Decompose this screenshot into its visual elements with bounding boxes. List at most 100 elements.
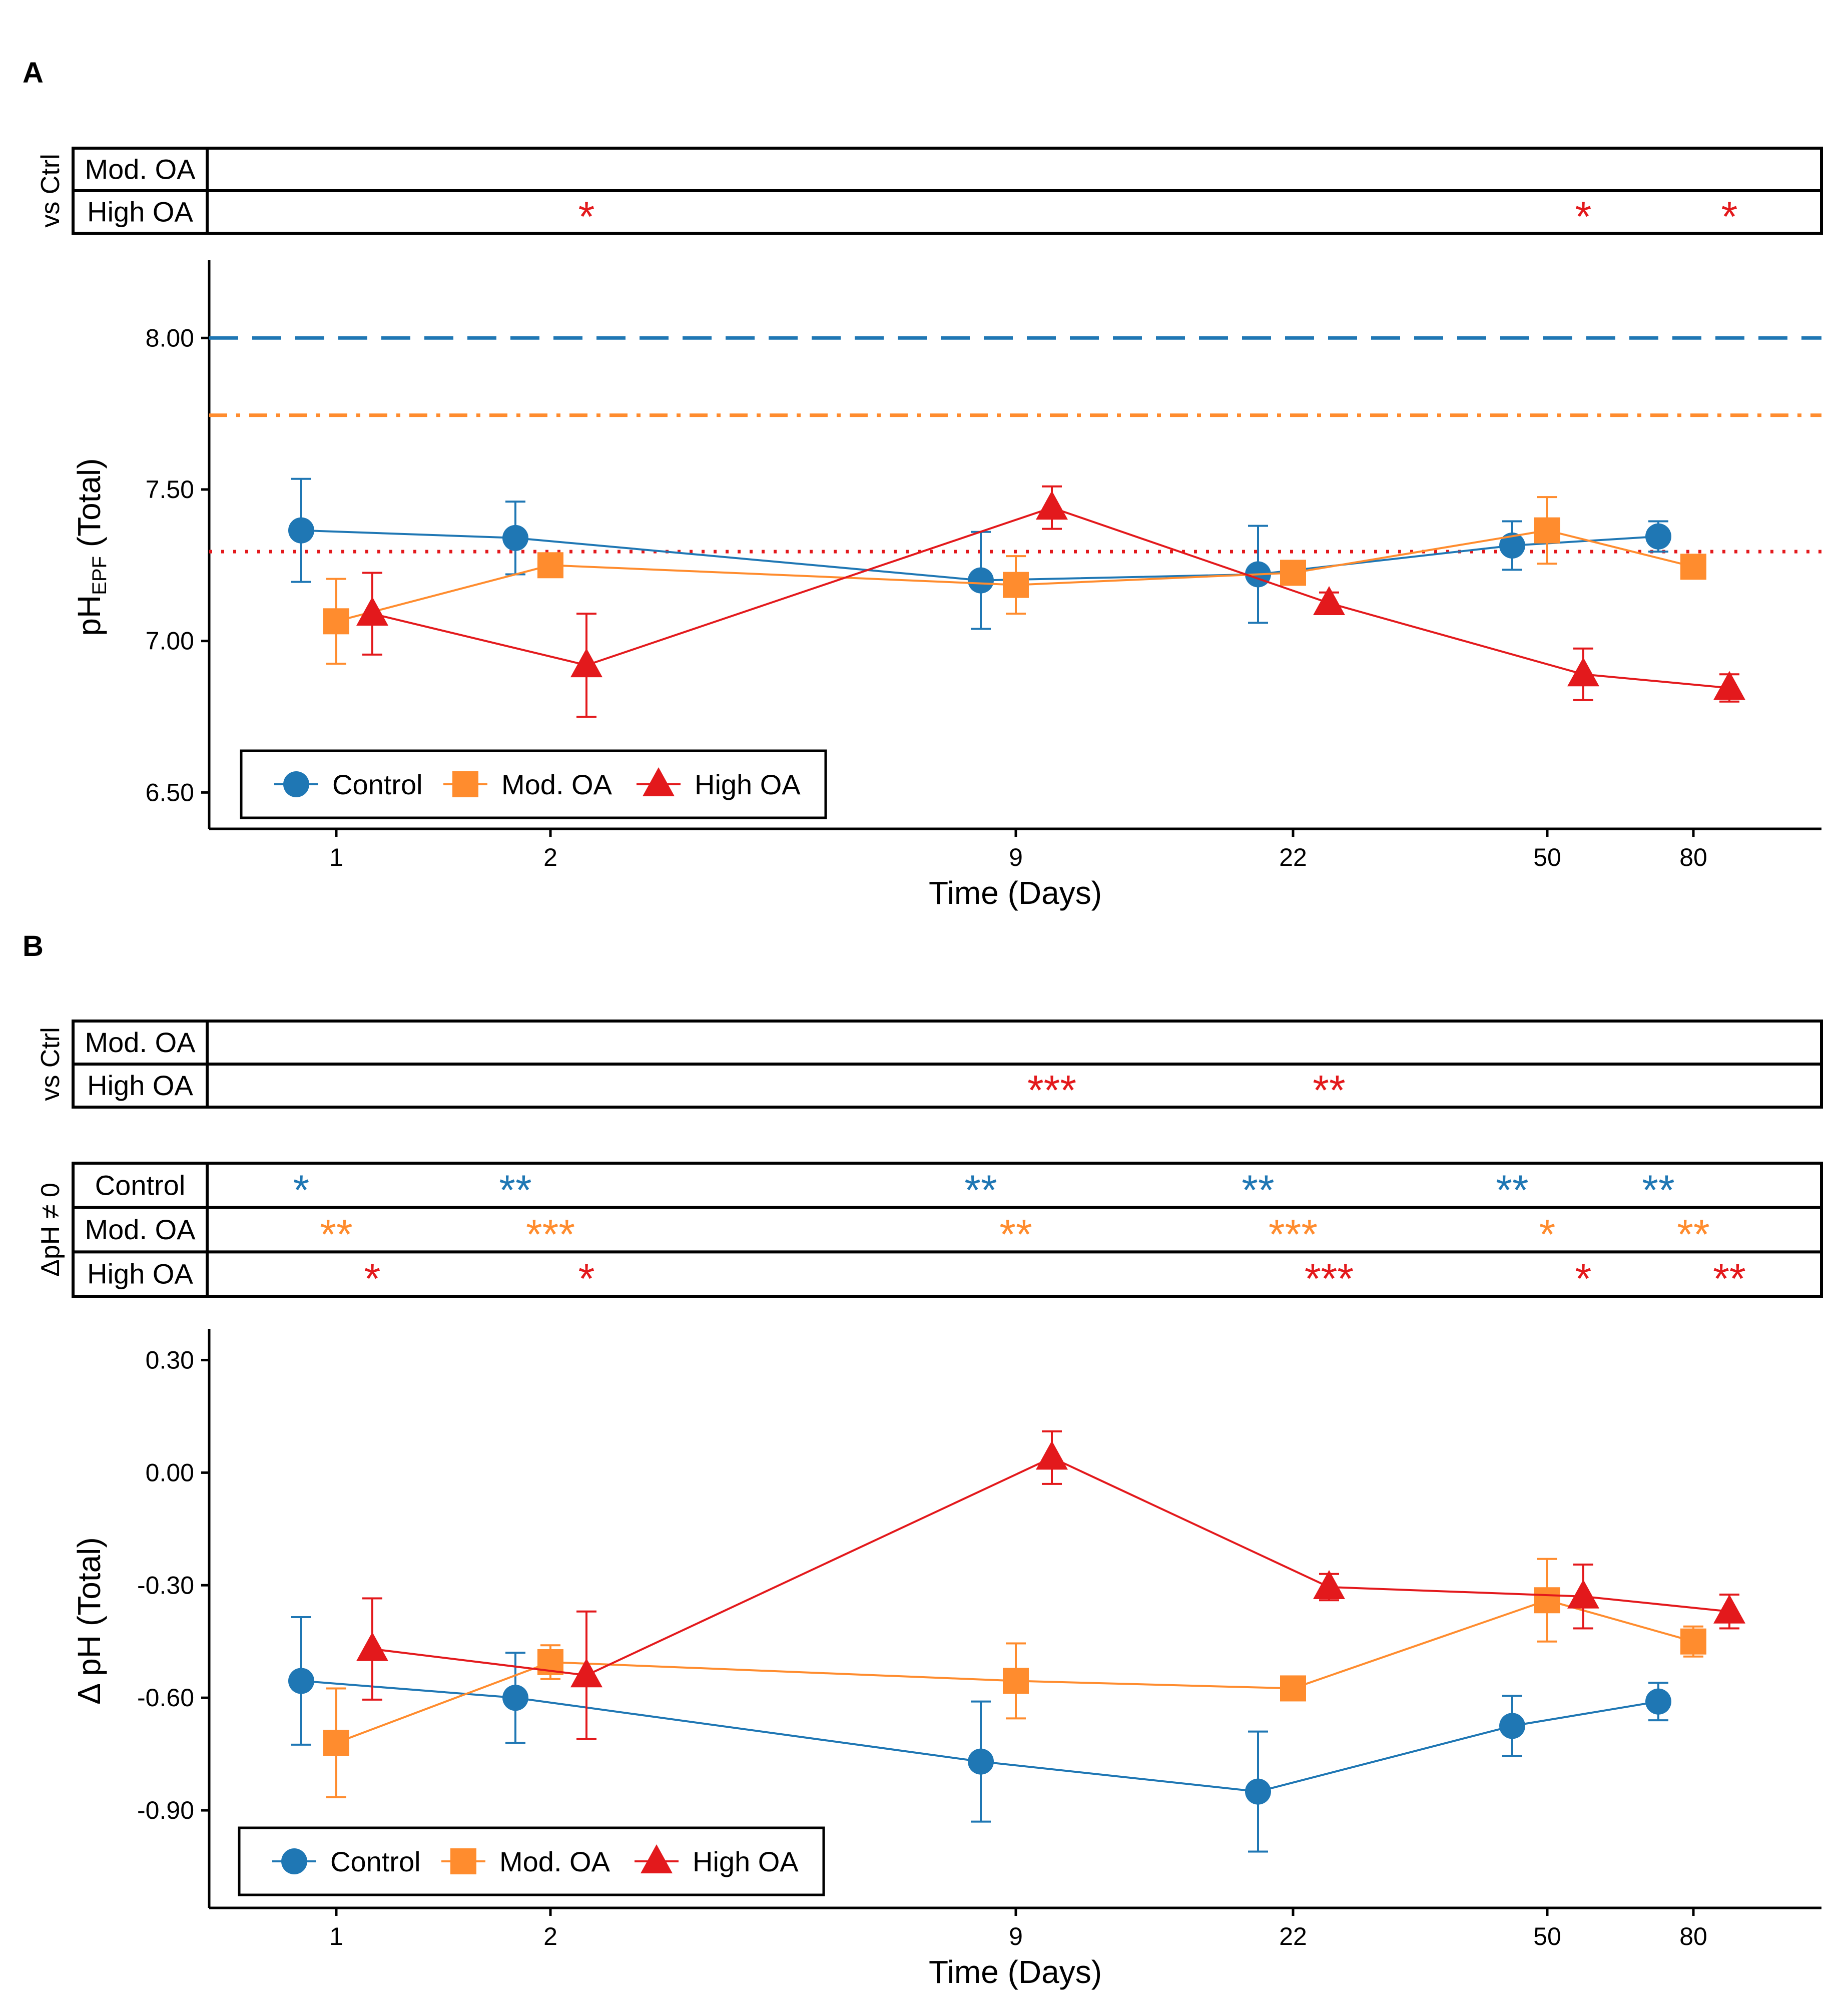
legend-marker-mod_oa xyxy=(452,771,478,797)
data-point-high_oa xyxy=(1567,1579,1599,1609)
data-point-high_oa xyxy=(1036,1440,1068,1470)
y-tick-label: 0.30 xyxy=(146,1346,194,1374)
data-point-mod_oa xyxy=(323,608,349,635)
x-axis-label: Time (Days) xyxy=(929,875,1102,911)
data-point-mod_oa xyxy=(1280,560,1306,586)
data-point-high_oa xyxy=(1567,657,1599,687)
legend-label-mod_oa: Mod. OA xyxy=(501,769,612,800)
series-line-mod_oa xyxy=(336,529,1694,623)
data-point-high_oa xyxy=(1313,1570,1345,1600)
significance-title: vs Ctrl xyxy=(36,154,65,227)
data-point-control xyxy=(1499,532,1525,559)
y-axis-label-tail: (Total) xyxy=(71,458,107,556)
x-tick-label: 9 xyxy=(1009,843,1023,871)
legend-box xyxy=(240,749,827,819)
significance-mark: ** xyxy=(1242,1166,1274,1213)
significance-mark: ** xyxy=(1642,1166,1674,1213)
y-axis-label: pHEPF (Total) xyxy=(71,458,111,636)
legend-marker-high_oa xyxy=(643,767,675,796)
significance-mark: * xyxy=(1721,193,1738,240)
significance-row-label: High OA xyxy=(87,196,193,228)
significance-mark: ** xyxy=(999,1211,1032,1258)
x-tick-label: 1 xyxy=(329,843,343,871)
significance-mark: * xyxy=(578,1255,595,1302)
significance-mark: ** xyxy=(320,1211,352,1258)
data-point-mod_oa xyxy=(1680,554,1706,580)
data-point-mod_oa xyxy=(1534,517,1560,544)
significance-panel-frame xyxy=(72,1162,1823,1298)
data-point-mod_oa xyxy=(1003,1668,1029,1694)
data-point-control xyxy=(288,517,314,544)
data-point-high_oa xyxy=(1313,586,1345,615)
legend-label-control: Control xyxy=(332,769,423,800)
data-point-mod_oa xyxy=(1534,1587,1560,1614)
data-point-mod_oa xyxy=(1680,1628,1706,1655)
significance-row-label: Mod. OA xyxy=(85,1027,196,1058)
data-point-high_oa xyxy=(1713,671,1745,700)
significance-row-label: High OA xyxy=(87,1258,193,1290)
series-line-control xyxy=(301,1680,1659,1793)
x-tick-label: 22 xyxy=(1279,843,1307,871)
y-tick-label: -0.90 xyxy=(137,1796,194,1824)
panel-a-label: A xyxy=(23,57,44,89)
y-tick-label: 7.50 xyxy=(146,475,194,504)
significance-mark: ** xyxy=(499,1166,531,1213)
x-tick-label: 50 xyxy=(1533,843,1561,871)
data-point-control xyxy=(968,567,994,594)
data-point-mod_oa xyxy=(1280,1675,1306,1702)
significance-title: ΔpH ≠ 0 xyxy=(36,1183,65,1277)
data-point-high_oa xyxy=(1036,490,1068,520)
legend-box xyxy=(238,1826,825,1896)
legend-marker-control xyxy=(281,1848,307,1874)
data-point-control xyxy=(1245,1778,1271,1805)
significance-mark: *** xyxy=(1269,1211,1318,1258)
significance-mark: ** xyxy=(1313,1067,1345,1114)
legend-marker-control xyxy=(283,771,309,797)
significance-row-label: Mod. OA xyxy=(85,154,196,185)
panel-b-label: B xyxy=(23,930,44,962)
legend-label-high_oa: High OA xyxy=(693,1846,799,1877)
y-axis-label: Δ pH (Total) xyxy=(71,1537,107,1704)
x-tick-label: 80 xyxy=(1679,1922,1707,1950)
data-point-control xyxy=(1645,1688,1671,1715)
significance-title: vs Ctrl xyxy=(36,1027,65,1101)
y-tick-label: -0.60 xyxy=(137,1684,194,1712)
x-tick-label: 22 xyxy=(1279,1922,1307,1950)
x-tick-label: 1 xyxy=(329,1922,343,1950)
x-tick-label: 50 xyxy=(1533,1922,1561,1950)
significance-row-label: High OA xyxy=(87,1070,193,1101)
significance-mark: *** xyxy=(1027,1067,1076,1114)
data-point-high_oa xyxy=(570,648,602,678)
y-tick-label: 0.00 xyxy=(146,1458,194,1486)
significance-mark: *** xyxy=(526,1211,575,1258)
y-axis-label-main: pH xyxy=(71,595,107,636)
significance-mark: * xyxy=(293,1166,310,1213)
significance-mark: * xyxy=(1539,1211,1556,1258)
data-point-mod_oa xyxy=(537,552,563,579)
x-tick-label: 9 xyxy=(1009,1922,1023,1950)
series-line-high_oa xyxy=(372,507,1730,689)
legend-label-high_oa: High OA xyxy=(695,769,801,800)
series-line-control xyxy=(301,529,1659,582)
significance-mark: ** xyxy=(964,1166,997,1213)
data-point-high_oa xyxy=(570,1658,602,1688)
significance-mark: * xyxy=(1575,1255,1592,1302)
legend-marker-high_oa xyxy=(641,1844,673,1873)
data-point-control xyxy=(1645,523,1671,550)
data-point-mod_oa xyxy=(323,1730,349,1756)
significance-mark: * xyxy=(1575,193,1592,240)
data-point-high_oa xyxy=(356,1632,388,1661)
y-tick-label: 8.00 xyxy=(146,324,194,352)
significance-mark: * xyxy=(364,1255,381,1302)
data-point-control xyxy=(968,1748,994,1775)
data-point-control xyxy=(502,1685,528,1711)
y-axis-label-subscript: EPF xyxy=(89,556,111,595)
x-tick-label: 2 xyxy=(543,843,557,871)
significance-mark: ** xyxy=(1496,1166,1528,1213)
y-tick-label: 6.50 xyxy=(146,778,194,806)
data-point-control xyxy=(288,1668,314,1694)
data-point-control xyxy=(1499,1713,1525,1739)
data-point-high_oa xyxy=(356,597,388,626)
